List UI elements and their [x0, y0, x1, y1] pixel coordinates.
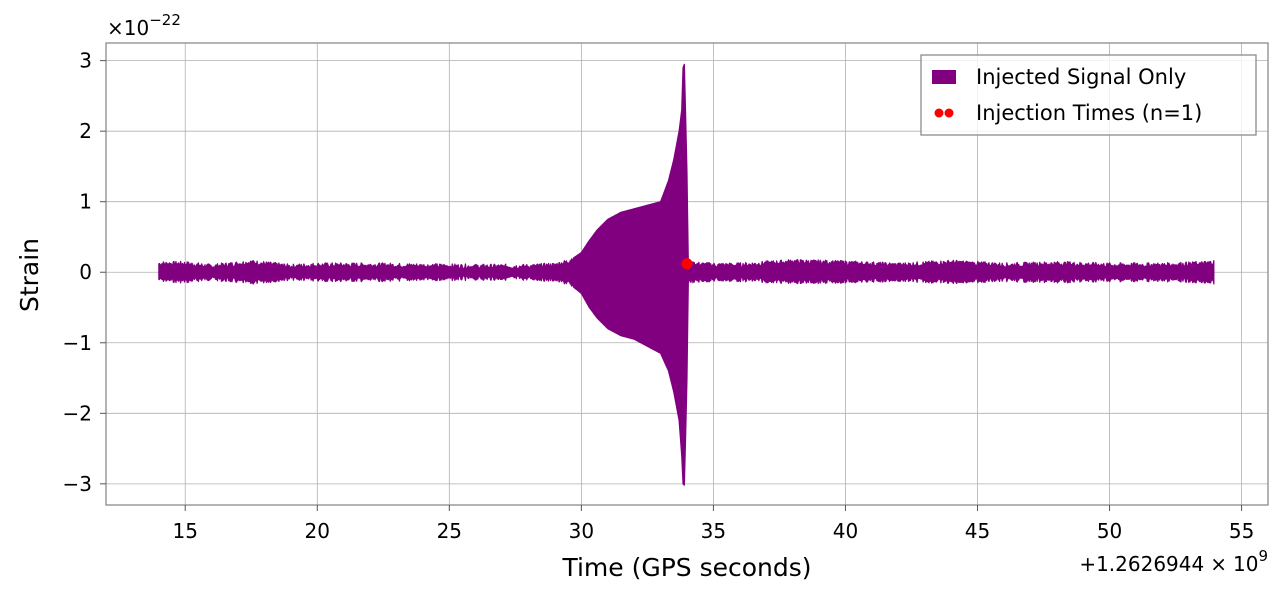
- y-tick-label: 1: [79, 190, 92, 214]
- x-tick-label: 40: [833, 519, 858, 543]
- x-tick-label: 55: [1229, 519, 1254, 543]
- x-tick-label: 20: [305, 519, 330, 543]
- y-axis-label: Strain: [15, 238, 44, 312]
- y-tick-label: −1: [63, 331, 92, 355]
- injected-signal-band: [158, 63, 1215, 486]
- x-tick-label: 15: [173, 519, 198, 543]
- legend-marker-injection-times: [944, 108, 954, 118]
- injection-time-point: [681, 258, 693, 270]
- plot-frame: [105, 42, 1269, 506]
- x-tick-label: 30: [569, 519, 594, 543]
- y-tick-label: −2: [63, 401, 92, 425]
- x-axis-label: Time (GPS seconds): [561, 553, 811, 582]
- x-offset-base: 10: [1233, 552, 1258, 576]
- legend-label-injection-times: Injection Times (n=1): [976, 101, 1202, 125]
- y-tick-label: 3: [79, 49, 92, 73]
- x-offset-label: +1.2626944 × 109: [1079, 547, 1268, 576]
- injection-markers: [681, 258, 693, 270]
- legend-box: [920, 54, 1257, 136]
- x-axis-ticks: 15 20 25 30 35 40 45 50 55: [173, 505, 1254, 543]
- x-tick-label: 50: [1097, 519, 1122, 543]
- signal-series: [158, 63, 1215, 486]
- legend-marker-injection-times: [934, 108, 944, 118]
- x-tick-label: 45: [965, 519, 990, 543]
- legend: Injected Signal Only Injection Times (n=…: [920, 54, 1257, 136]
- y-scale-times: ×: [107, 16, 124, 40]
- x-tick-label: 35: [701, 519, 726, 543]
- y-axis-ticks: −3 −2 −1 0 1 2 3: [63, 49, 106, 496]
- y-scale-base: 10: [124, 16, 149, 40]
- legend-label-injected-signal: Injected Signal Only: [976, 65, 1186, 89]
- y-tick-label: −3: [63, 472, 92, 496]
- y-tick-label: 2: [79, 119, 92, 143]
- x-offset-value: +1.2626944: [1079, 552, 1204, 576]
- y-scale-exp: −22: [149, 11, 181, 29]
- y-tick-label: 0: [79, 260, 92, 284]
- x-offset-exp: 9: [1258, 547, 1268, 565]
- y-scale-label: ×10−22: [107, 11, 181, 40]
- legend-swatch-injected-signal: [932, 70, 956, 84]
- x-offset-times: ×: [1210, 552, 1227, 576]
- x-tick-label: 25: [437, 519, 462, 543]
